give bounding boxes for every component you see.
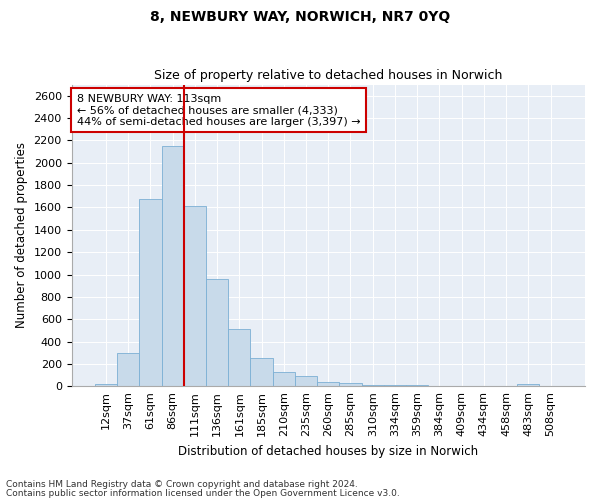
Bar: [517, 384, 539, 386]
Bar: [384, 385, 406, 386]
Bar: [228, 330, 250, 386]
Text: 8, NEWBURY WAY, NORWICH, NR7 0YQ: 8, NEWBURY WAY, NORWICH, NR7 0YQ: [150, 10, 450, 24]
Text: Contains public sector information licensed under the Open Government Licence v3: Contains public sector information licen…: [6, 488, 400, 498]
Bar: [317, 382, 340, 386]
Bar: [250, 358, 272, 386]
Y-axis label: Number of detached properties: Number of detached properties: [15, 142, 28, 328]
Bar: [161, 146, 184, 386]
Bar: [95, 384, 117, 386]
Bar: [295, 376, 317, 386]
Bar: [272, 372, 295, 386]
Bar: [206, 279, 228, 386]
Text: Contains HM Land Registry data © Crown copyright and database right 2024.: Contains HM Land Registry data © Crown c…: [6, 480, 358, 489]
X-axis label: Distribution of detached houses by size in Norwich: Distribution of detached houses by size …: [178, 444, 478, 458]
Bar: [362, 385, 384, 386]
Bar: [184, 206, 206, 386]
Title: Size of property relative to detached houses in Norwich: Size of property relative to detached ho…: [154, 69, 502, 82]
Bar: [139, 198, 161, 386]
Bar: [340, 383, 362, 386]
Bar: [117, 354, 139, 386]
Text: 8 NEWBURY WAY: 113sqm
← 56% of detached houses are smaller (4,333)
44% of semi-d: 8 NEWBURY WAY: 113sqm ← 56% of detached …: [77, 94, 360, 127]
